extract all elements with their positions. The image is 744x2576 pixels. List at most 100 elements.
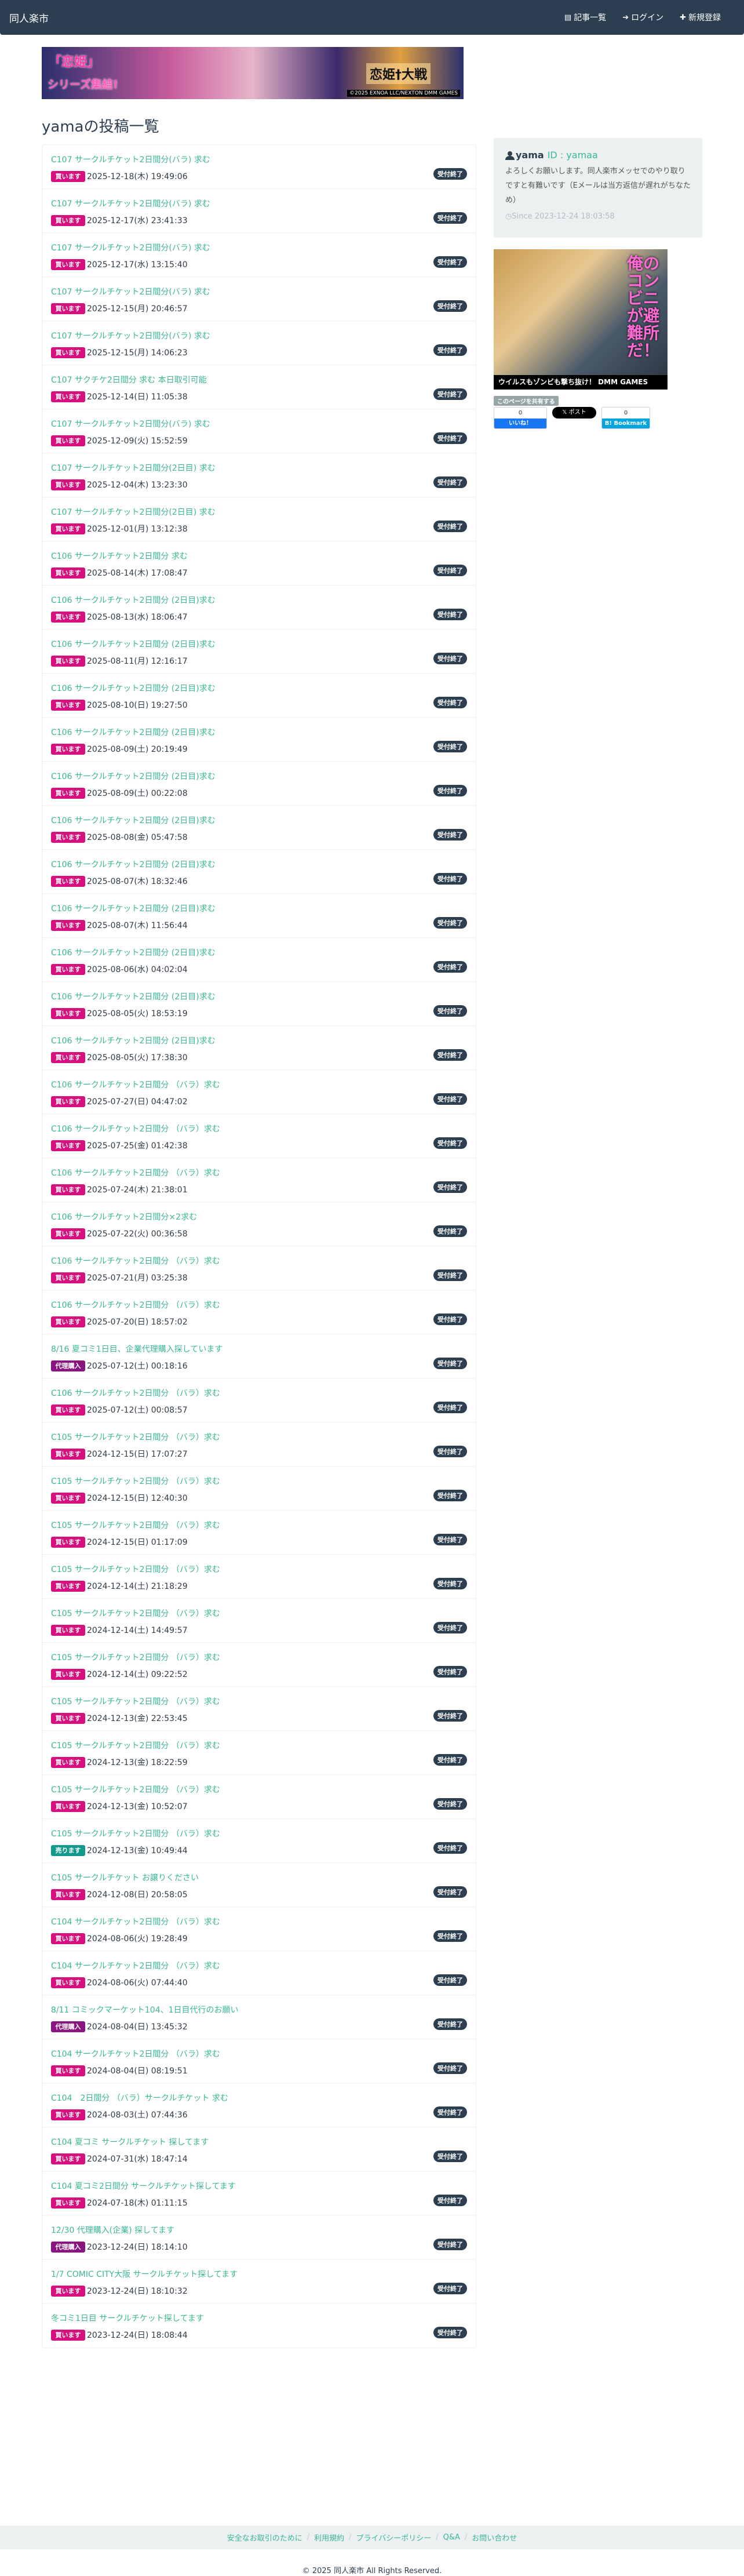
post-title-link[interactable]: C106 サークルチケット2日間分×2求む (51, 1213, 198, 1222)
post-title-link[interactable]: C106 サークルチケット2日間分 (2日目)求む (51, 1036, 216, 1046)
post-title-link[interactable]: C106 サークルチケット2日間分 (2日目)求む (51, 684, 216, 693)
post-item: C107 サークルチケット2日間分(2日目) 求む 買います 2025-12-01(… (42, 497, 476, 541)
post-title-link[interactable]: C106 サークルチケット2日間分 （バラ）求む (51, 1169, 220, 1178)
post-title-link[interactable]: C106 サークルチケット2日間分 (2日目)求む (51, 728, 216, 737)
footer-link-faq[interactable]: Q&A (443, 2533, 460, 2542)
post-title-link[interactable]: C104 2日間分 （バラ）サークルチケット 求む (51, 2094, 228, 2103)
post-title-link[interactable]: C105 サークルチケット2日間分 （バラ）求む (51, 1653, 220, 1662)
post-title-link[interactable]: C107 サークルチケット2日間分(バラ) 求む (51, 199, 210, 209)
post-meta: 買います 2024-08-06(火) 19:28:49 (51, 1933, 188, 1944)
status-badge: 受付終了 (433, 565, 467, 576)
post-date: 2024-07-18(木) 01:11:15 (87, 2199, 188, 2208)
post-date: 2025-08-09(土) 00:22:08 (87, 789, 188, 798)
post-title-link[interactable]: C107 サクチケ2日間分 求む 本日取引可能 (51, 376, 207, 385)
post-type-badge: 買います (51, 1580, 85, 1592)
post-title-link[interactable]: C105 サークルチケット2日間分 （バラ）求む (51, 1477, 220, 1486)
side-ad-banner[interactable]: 俺のコンビニが避難所だ！ ウイルスもゾンビも撃ち抜け！ DMM GAMES (494, 249, 668, 390)
post-date: 2025-08-07(木) 11:56:44 (87, 921, 188, 930)
post-title-link[interactable]: C105 サークルチケット2日間分 （バラ）求む (51, 1565, 220, 1574)
post-title-link[interactable]: C105 サークルチケット2日間分 （バラ）求む (51, 1785, 220, 1795)
post-title-link[interactable]: C105 サークルチケット2日間分 （バラ）求む (51, 1741, 220, 1751)
post-title-link[interactable]: C107 サークルチケット2日間分(2日目) 求む (51, 508, 216, 517)
post-title-link[interactable]: C107 サークルチケット2日間分(2日目) 求む (51, 464, 216, 473)
post-meta: 買います 2025-12-14(日) 11:05:38 (51, 391, 188, 402)
post-meta: 買います 2024-08-06(火) 07:44:40 (51, 1977, 188, 1988)
post-title-link[interactable]: C105 サークルチケット お譲りください (51, 1873, 199, 1883)
post-title-link[interactable]: 8/11 コミックマーケット104、1日目代行のお願い (51, 2006, 239, 2015)
post-date: 2024-12-13(金) 10:52:07 (87, 1802, 188, 1811)
post-title-link[interactable]: 8/16 夏コミ1日目、企業代理購入探しています (51, 1345, 223, 1354)
post-title-link[interactable]: C106 サークルチケット2日間分 （バラ）求む (51, 1389, 220, 1398)
post-type-badge: 買います (51, 655, 85, 667)
post-title-link[interactable]: C104 夏コミ サークルチケット 探してます (51, 2138, 209, 2147)
post-title-link[interactable]: C106 サークルチケット2日間分 (2日目)求む (51, 772, 216, 781)
status-badge: 受付終了 (433, 697, 467, 708)
post-title-link[interactable]: C107 サークルチケット2日間分(バラ) 求む (51, 155, 210, 165)
post-title-link[interactable]: C106 サークルチケット2日間分 (2日目)求む (51, 992, 216, 1002)
post-title-link[interactable]: C104 サークルチケット2日間分 （バラ）求む (51, 1918, 220, 1927)
post-title-link[interactable]: C106 サークルチケット2日間分 (2日目)求む (51, 816, 216, 825)
status-badge: 受付終了 (433, 1622, 467, 1633)
post-title-link[interactable]: C106 サークルチケット2日間分 (2日目)求む (51, 640, 216, 649)
post-title-link[interactable]: 12/30 代理購入(企業) 探してます (51, 2226, 175, 2235)
footer-link-contact[interactable]: お問い合わせ (472, 2534, 517, 2543)
post-title-link[interactable]: C107 サークルチケット2日間分(バラ) 求む (51, 243, 210, 253)
post-title-link[interactable]: C105 サークルチケット2日間分 （バラ）求む (51, 1697, 220, 1707)
brand-logo[interactable]: 同人楽市 (9, 13, 49, 25)
nav-login[interactable]: ➔ ログイン (622, 12, 663, 23)
post-title-link[interactable]: C106 サークルチケット2日間分 求む (51, 552, 188, 561)
post-date: 2025-08-10(日) 19:27:50 (87, 701, 188, 710)
post-title-link[interactable]: C107 サークルチケット2日間分(バラ) 求む (51, 332, 210, 341)
post-meta: 買います 2024-08-03(土) 07:44:36 (51, 2109, 188, 2120)
nav-register[interactable]: ✚ 新規登録 (680, 12, 721, 23)
post-title-link[interactable]: C105 サークルチケット2日間分 （バラ）求む (51, 1433, 220, 1442)
post-title-link[interactable]: 1/7 COMIC CITY大阪 サークルチケット探してます (51, 2270, 238, 2279)
post-title-link[interactable]: C106 サークルチケット2日間分 (2日目)求む (51, 948, 216, 958)
separator: / (349, 2533, 352, 2542)
x-post-button[interactable]: 𝕏 ポスト (552, 407, 596, 419)
facebook-like-label: いいね！ (494, 419, 546, 428)
top-ad-banner[interactable]: 「恋姫」 シリーズ集結! 恋姫†大戦 ©2025 EXNOA LLC/NEXTO… (42, 47, 464, 99)
post-date: 2025-08-08(金) 05:47:58 (87, 833, 188, 842)
footer-link-terms[interactable]: 利用規約 (314, 2534, 345, 2543)
footer-link-privacy[interactable]: プライバシーポリシー (356, 2534, 432, 2543)
post-item: C106 サークルチケット2日間分 (2日目)求む 買います 2025-08-05(… (42, 982, 476, 1026)
post-meta: 買います 2024-12-15(日) 17:07:27 (51, 1448, 188, 1460)
post-item: C107 サークルチケット2日間分(バラ) 求む 買います 2025-12-15(月… (42, 277, 476, 321)
post-item: C104 サークルチケット2日間分 （バラ）求む 買います 2024-08-06(火… (42, 1907, 476, 1951)
post-title-link[interactable]: C107 サークルチケット2日間分(バラ) 求む (51, 288, 210, 297)
post-title-link[interactable]: C104 サークルチケット2日間分 （バラ）求む (51, 1962, 220, 1971)
post-title-link[interactable]: C104 夏コミ2日間分 サークルチケット探してます (51, 2182, 236, 2191)
post-title-link[interactable]: C106 サークルチケット2日間分 (2日目)求む (51, 904, 216, 914)
post-item: C106 サークルチケット2日間分 (2日目)求む 買います 2025-08-06(… (42, 938, 476, 982)
post-title-link[interactable]: C106 サークルチケット2日間分 （バラ）求む (51, 1301, 220, 1310)
post-title-link[interactable]: C105 サークルチケット2日間分 （バラ）求む (51, 1829, 220, 1839)
post-meta: 買います 2025-07-21(月) 03:25:38 (51, 1272, 188, 1283)
post-title-link[interactable]: C104 サークルチケット2日間分 （バラ）求む (51, 2050, 220, 2059)
post-title-link[interactable]: C106 サークルチケット2日間分 （バラ）求む (51, 1125, 220, 1134)
nav-articles[interactable]: ▤ 記事一覧 (564, 12, 606, 23)
footer-link-safety[interactable]: 安全なお取引のために (227, 2534, 302, 2543)
hatena-bookmark-button[interactable]: 0 B! Bookmark (601, 407, 650, 429)
user-icon (505, 151, 515, 160)
post-title-link[interactable]: C106 サークルチケット2日間分 (2日目)求む (51, 860, 216, 869)
post-item: C105 サークルチケット2日間分 （バラ）求む 買います 2024-12-14(土… (42, 1643, 476, 1687)
facebook-like-button[interactable]: 0 いいね！ (494, 407, 547, 429)
status-badge: 受付終了 (433, 432, 467, 444)
post-title-link[interactable]: C107 サークルチケット2日間分(バラ) 求む (51, 420, 210, 429)
post-item: C106 サークルチケット2日間分 (2日目)求む 買います 2025-08-07(… (42, 850, 476, 894)
post-date: 2023-12-24(日) 18:10:32 (87, 2287, 188, 2296)
post-type-badge: 買います (51, 2109, 85, 2120)
post-title-link[interactable]: C105 サークルチケット2日間分 （バラ）求む (51, 1521, 220, 1530)
footer-links: 安全なお取引のために / 利用規約 / プライバシーポリシー / Q&A / お問い合わ… (0, 2526, 744, 2549)
post-meta: 買います 2025-12-04(木) 13:23:30 (51, 479, 188, 490)
post-type-badge: 買います (51, 259, 85, 270)
post-title-link[interactable]: C106 サークルチケット2日間分 （バラ）求む (51, 1257, 220, 1266)
post-title-link[interactable]: C106 サークルチケット2日間分 （バラ）求む (51, 1080, 220, 1090)
post-meta: 買います 2025-12-15(月) 20:46:57 (51, 303, 188, 314)
post-title-link[interactable]: C106 サークルチケット2日間分 (2日目)求む (51, 596, 216, 605)
post-date: 2025-08-11(月) 12:16:17 (87, 657, 188, 666)
post-title-link[interactable]: 冬コミ1日目 サークルチケット探してます (51, 2314, 204, 2323)
post-title-link[interactable]: C105 サークルチケット2日間分 （バラ）求む (51, 1609, 220, 1618)
post-meta: 代理購入 2024-08-04(日) 13:45:32 (51, 2021, 188, 2032)
